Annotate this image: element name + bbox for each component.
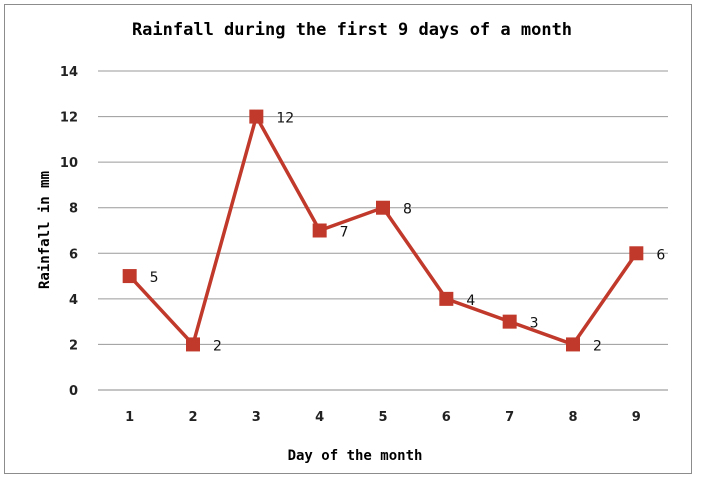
data-labels: 5 2 12 7 8 4 3 2 6: [150, 111, 666, 355]
x-tick-label: 8: [568, 410, 577, 425]
x-tick-label: 2: [188, 410, 197, 425]
series-line: [128, 114, 638, 347]
x-tick-label: 6: [442, 410, 451, 425]
x-tick-label: 7: [505, 410, 514, 425]
data-point-marker: [629, 246, 644, 261]
y-axis-ticks: 0 2 4 6 8 10 12 14: [60, 65, 78, 399]
data-label: 3: [530, 316, 539, 332]
data-label: 2: [213, 338, 222, 354]
series-rainfall: [122, 109, 644, 352]
y-tick-label: 2: [69, 338, 78, 353]
y-tick-label: 10: [60, 156, 78, 171]
data-label: 7: [340, 225, 349, 241]
y-axis-title: Rainfall in mm: [37, 171, 53, 289]
x-tick-label: 1: [125, 410, 134, 425]
data-point-marker: [566, 337, 580, 352]
gridlines: [98, 70, 668, 391]
data-label: 6: [656, 247, 665, 263]
y-tick-label: 12: [60, 111, 78, 126]
data-label: 12: [276, 111, 294, 127]
data-label: 8: [403, 202, 412, 218]
data-point-marker: [439, 291, 454, 306]
x-axis-title: Day of the month: [288, 448, 423, 464]
data-point-marker: [376, 200, 390, 215]
x-tick-label: 4: [315, 410, 324, 425]
y-tick-label: 4: [69, 293, 78, 308]
data-label: 2: [593, 338, 602, 354]
data-point-marker: [502, 314, 517, 329]
data-label: 5: [150, 270, 159, 286]
data-point-marker: [122, 269, 137, 284]
data-label: 4: [466, 293, 475, 309]
data-point-marker: [186, 337, 200, 352]
y-tick-label: 8: [69, 202, 78, 217]
x-tick-label: 9: [632, 410, 641, 425]
y-tick-label: 6: [69, 247, 78, 262]
y-tick-label: 0: [69, 384, 78, 399]
chart-title: Rainfall during the first 9 days of a mo…: [132, 20, 572, 40]
x-tick-label: 3: [252, 410, 261, 425]
x-tick-label: 5: [378, 410, 387, 425]
x-axis-ticks: 1 2 3 4 5 6 7 8 9: [125, 410, 641, 425]
data-point-marker: [249, 109, 264, 124]
y-tick-label: 14: [60, 65, 78, 80]
data-point-marker: [312, 223, 327, 238]
chart-frame: [4, 4, 692, 474]
